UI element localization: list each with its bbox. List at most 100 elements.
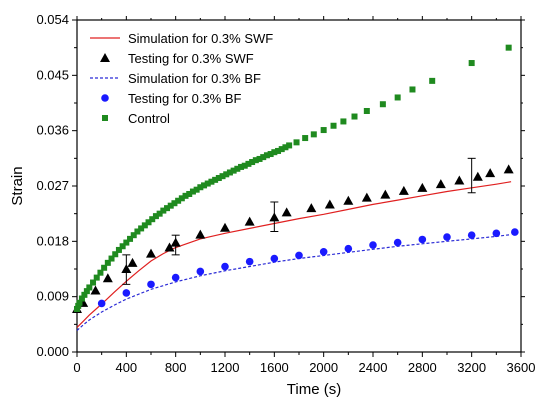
x-tick-label: 0 xyxy=(73,360,80,375)
data-point xyxy=(260,154,267,161)
legend-label: Testing for 0.3% BF xyxy=(128,91,241,106)
data-point xyxy=(81,291,88,298)
legend-marker xyxy=(100,53,110,62)
data-point xyxy=(369,241,377,249)
data-point xyxy=(97,299,106,308)
y-tick-label: 0.000 xyxy=(36,344,69,359)
data-point xyxy=(97,269,104,276)
data-point xyxy=(164,242,175,252)
data-point xyxy=(196,267,205,276)
x-tick-label: 800 xyxy=(165,360,187,375)
data-point xyxy=(252,157,259,164)
data-point xyxy=(115,246,122,253)
data-point xyxy=(472,171,483,181)
data-point xyxy=(167,202,174,209)
data-point xyxy=(435,179,446,189)
data-point xyxy=(295,251,303,260)
data-point xyxy=(186,190,193,197)
error-bar xyxy=(467,157,476,194)
data-point xyxy=(141,222,148,229)
series-line xyxy=(76,234,512,331)
tick-labels: 0 400 800 1200 1600 2000 2400 2800 3200 3600 0.000… xyxy=(36,12,535,375)
series-line xyxy=(76,181,512,328)
data-point xyxy=(138,225,145,232)
data-point xyxy=(278,146,285,153)
legend-label: Simulation for 0.3% BF xyxy=(128,71,261,86)
y-tick-label: 0.018 xyxy=(36,233,69,248)
data-point xyxy=(503,164,514,174)
data-point xyxy=(145,219,152,226)
data-point xyxy=(468,60,475,67)
data-point xyxy=(393,238,402,247)
legend-label: Simulation for 0.3% SWF xyxy=(128,31,273,46)
data-point xyxy=(221,262,229,271)
x-tick-label: 2800 xyxy=(408,360,437,375)
error-bar xyxy=(122,254,131,285)
data-point xyxy=(319,247,328,256)
data-point xyxy=(340,118,347,125)
data-point xyxy=(485,168,496,178)
data-point xyxy=(418,235,427,244)
data-point xyxy=(344,244,353,253)
data-point xyxy=(182,192,189,199)
data-point xyxy=(380,189,391,199)
data-point xyxy=(134,228,141,235)
data-point xyxy=(505,44,512,51)
y-tick-label: 0.009 xyxy=(36,289,69,304)
data-point xyxy=(76,299,83,306)
y-axis-title: Strain xyxy=(9,166,26,205)
data-point xyxy=(324,199,335,209)
legend-label: Testing for 0.3% SWF xyxy=(128,51,254,66)
legend-entry: Simulation for 0.3% BF xyxy=(90,71,261,86)
data-point xyxy=(195,229,206,239)
data-point xyxy=(86,284,93,291)
data-point xyxy=(204,180,211,187)
data-point xyxy=(74,305,80,312)
error-bars xyxy=(122,157,476,285)
data-point xyxy=(230,167,237,174)
data-point xyxy=(93,274,100,281)
axes xyxy=(76,19,522,353)
data-point xyxy=(244,216,255,226)
data-point xyxy=(208,178,215,185)
data-point xyxy=(454,175,465,185)
legend-marker xyxy=(102,115,108,121)
data-point xyxy=(112,251,119,258)
data-point xyxy=(256,155,263,162)
data-point xyxy=(146,248,156,258)
data-point xyxy=(104,259,111,266)
data-point xyxy=(249,159,256,166)
y-tick-label: 0.054 xyxy=(36,12,69,27)
legend-entry: Testing for 0.3% SWF xyxy=(100,51,254,66)
data-point xyxy=(270,254,279,263)
data-point xyxy=(193,186,200,193)
plot-area xyxy=(72,44,519,331)
data-point xyxy=(293,139,300,146)
x-tick-label: 3200 xyxy=(457,360,486,375)
data-point xyxy=(201,182,208,189)
x-tick-label: 2400 xyxy=(359,360,388,375)
series-1 xyxy=(76,181,512,328)
data-point xyxy=(275,147,282,154)
x-axis-title: Time (s) xyxy=(287,381,341,398)
data-point xyxy=(147,280,155,289)
data-point xyxy=(409,86,416,93)
data-point xyxy=(286,142,293,149)
data-point xyxy=(219,173,226,180)
data-point xyxy=(101,264,108,271)
data-point xyxy=(351,113,358,120)
legend-label: Control xyxy=(128,111,170,126)
data-point xyxy=(108,255,115,262)
data-point xyxy=(310,131,317,138)
data-point xyxy=(263,152,270,159)
data-point xyxy=(343,195,354,205)
data-point xyxy=(271,149,278,156)
data-point xyxy=(267,151,274,158)
data-point xyxy=(119,243,126,250)
data-point xyxy=(398,185,409,195)
x-tick-label: 1200 xyxy=(211,360,240,375)
data-point xyxy=(238,163,245,170)
tick-marks xyxy=(72,16,525,357)
data-point xyxy=(226,169,233,176)
